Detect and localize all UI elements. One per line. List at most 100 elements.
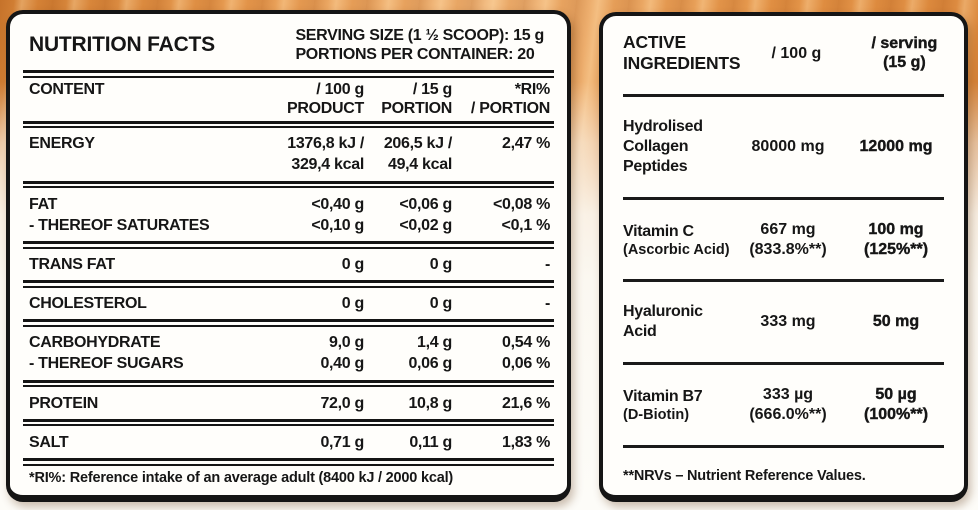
row-label: CHOLESTEROL <box>29 295 147 313</box>
row-value-ri: - <box>544 295 550 313</box>
row-value-ri: 0,54 % <box>501 334 550 352</box>
ingredient-value-100g: 333 µg (666.0%**) <box>732 385 844 425</box>
row-value-100g: 0 g <box>341 295 365 313</box>
table-row-energy: ENERGY 1376,8 kJ / 206,5 kJ / 2,47 % 329… <box>23 130 554 178</box>
row-value-100g: <0,10 g <box>311 216 364 234</box>
row-value-100g: <0,40 g <box>311 195 364 213</box>
divider <box>623 93 944 97</box>
table-row-trans-fat: TRANS FAT 0 g 0 g - <box>23 251 554 278</box>
divider <box>23 379 554 388</box>
column-header-per-15g: / 15 g PORTION <box>381 81 452 118</box>
divider <box>623 445 944 449</box>
divider <box>23 241 554 249</box>
row-value-ri: <0,1 % <box>501 216 551 234</box>
row-label: ENERGY <box>29 135 95 153</box>
active-ingredients-header: ACTIVE INGREDIENTS / 100 g / serving (15… <box>615 32 952 74</box>
row-value-15g: 10,8 g <box>408 394 452 412</box>
row-value-ri: 1,83 % <box>501 433 550 451</box>
ingredient-row-collagen: Hydrolised Collagen Peptides 80000 mg 12… <box>615 117 952 177</box>
divider <box>23 70 554 78</box>
row-value-ri: 2,47 % <box>501 135 550 153</box>
serving-info: SERVING SIZE (1 ½ SCOOP): 15 g PORTIONS … <box>295 26 544 64</box>
divider <box>23 180 554 189</box>
divider <box>623 196 944 200</box>
row-value-ri: <0,08 % <box>492 195 550 213</box>
ingredient-row-vitamin-b7: Vitamin B7 (D-Biotin) 333 µg (666.0%**) … <box>615 385 952 425</box>
ingredient-value-serving-nrv: (125%**) <box>863 240 929 258</box>
row-label: PROTEIN <box>29 394 99 412</box>
row-value-100g-kcal: 329,4 kcal <box>291 156 364 174</box>
ingredient-value-serving: 100 mg (125%**) <box>844 220 948 260</box>
row-label: FAT <box>29 195 58 213</box>
nutrition-facts-header: NUTRITION FACTS SERVING SIZE (1 ½ SCOOP)… <box>23 24 554 68</box>
active-ingredients-body: ACTIVE INGREDIENTS / 100 g / serving (15… <box>603 16 964 495</box>
row-value-ri: 0,06 % <box>501 355 550 373</box>
divider <box>23 418 554 427</box>
divider <box>23 280 554 288</box>
table-row-fat: FAT <0,40 g <0,06 g <0,08 % - THEREOF SA… <box>23 191 554 239</box>
column-header-per-100g: / 100 g PRODUCT <box>286 81 364 118</box>
table-row-protein: PROTEIN 72,0 g 10,8 g 21,6 % <box>23 390 554 417</box>
ingredient-subname: (D-Biotin) <box>623 407 690 424</box>
row-value-15g: 0,06 g <box>408 355 452 373</box>
column-header-content: CONTENT <box>29 81 105 99</box>
active-ingredients-panel: ACTIVE INGREDIENTS / 100 g / serving (15… <box>599 12 968 502</box>
table-row-salt: SALT 0,71 g 0,11 g 1,83 % <box>23 429 554 456</box>
ri-footnote: *RI%: Reference intake of an average adu… <box>29 469 454 486</box>
row-value-15g: 1,4 g <box>417 334 452 352</box>
row-value-15g: 0,11 g <box>409 433 452 451</box>
ingredient-value-serving: 50 µg (100%**) <box>844 385 948 425</box>
ingredient-name: Vitamin C (Ascorbic Acid) <box>623 222 732 258</box>
divider <box>23 120 554 129</box>
ingredient-value-100g: 80000 mg <box>751 137 825 155</box>
row-value-ri: - <box>544 255 550 273</box>
nutrition-facts-body: NUTRITION FACTS SERVING SIZE (1 ½ SCOOP)… <box>10 14 567 495</box>
nrv-footnote: **NRVs – Nutrient Reference Values. <box>623 467 866 484</box>
row-value-15g: 0 g <box>429 295 453 313</box>
row-label: SALT <box>29 433 69 451</box>
row-label: CARBOHYDRATE <box>29 334 161 352</box>
ingredient-value-serving: 12000 mg <box>859 137 933 155</box>
ingredient-row-hyaluronic-acid: Hyaluronic Acid 333 mg 50 mg <box>615 302 952 342</box>
divider <box>623 362 944 366</box>
serving-size-line: SERVING SIZE (1 ½ SCOOP): 15 g <box>295 27 544 44</box>
row-value-100g: 0,40 g <box>320 355 364 373</box>
row-value-100g: 1376,8 kJ / <box>287 135 364 153</box>
row-label: TRANS FAT <box>29 255 115 273</box>
row-value-15g: <0,02 g <box>399 216 452 234</box>
ingredient-value-100g-nrv: (666.0%**) <box>749 406 827 424</box>
table-row-carbohydrate: CARBOHYDRATE 9,0 g 1,4 g 0,54 % - THEREO… <box>23 329 554 377</box>
divider <box>23 458 554 466</box>
row-sublabel: - THEREOF SATURATES <box>29 216 210 234</box>
nutrition-facts-title: NUTRITION FACTS <box>29 33 215 56</box>
row-value-100g: 9,0 g <box>329 334 364 352</box>
ingredient-value-100g: 667 mg (833.8%**) <box>732 220 844 260</box>
row-sublabel: - THEREOF SUGARS <box>29 355 184 373</box>
column-header-per-serving: / serving (15 g) <box>871 35 938 71</box>
row-value-100g: 0 g <box>341 255 365 273</box>
row-value-ri: 21,6 % <box>501 394 550 412</box>
table-row-cholesterol: CHOLESTEROL 0 g 0 g - <box>23 290 554 317</box>
divider <box>623 279 944 283</box>
ingredient-value-serving-nrv: (100%**) <box>863 406 929 424</box>
active-ingredients-title: ACTIVE INGREDIENTS <box>623 32 741 73</box>
ingredient-value-100g: 333 mg <box>760 313 816 331</box>
row-value-15g: 206,5 kJ / <box>383 135 452 153</box>
nutrition-facts-panel: NUTRITION FACTS SERVING SIZE (1 ½ SCOOP)… <box>6 10 571 502</box>
ingredient-value-100g-nrv: (833.8%**) <box>749 240 827 258</box>
row-value-15g-kcal: 49,4 kcal <box>387 156 452 174</box>
ingredient-name: Hyaluronic Acid <box>623 303 703 341</box>
ingredient-row-vitamin-c: Vitamin C (Ascorbic Acid) 667 mg (833.8%… <box>615 220 952 260</box>
ingredient-subname: (Ascorbic Acid) <box>623 241 730 258</box>
row-value-100g: 0,71 g <box>320 433 364 451</box>
ingredient-name: Vitamin B7 (D-Biotin) <box>623 387 732 423</box>
column-header-per-100g: / 100 g <box>771 44 822 62</box>
divider <box>23 319 554 327</box>
column-header-ri-percent: *RI% / PORTION <box>470 81 550 118</box>
row-value-15g: 0 g <box>429 255 453 273</box>
row-value-100g: 72,0 g <box>320 394 364 412</box>
portions-per-container-line: PORTIONS PER CONTAINER: 20 <box>295 46 535 63</box>
ingredient-value-serving: 50 mg <box>872 313 920 331</box>
row-value-15g: <0,06 g <box>399 195 452 213</box>
